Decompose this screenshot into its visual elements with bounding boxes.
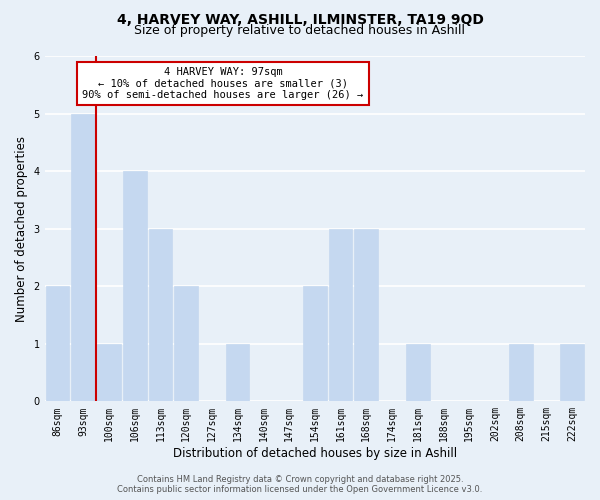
Bar	[329, 229, 352, 402]
Bar	[226, 344, 250, 402]
Bar	[71, 114, 95, 402]
Bar	[509, 344, 533, 402]
Bar	[123, 172, 146, 402]
Bar	[355, 229, 378, 402]
Text: 4, HARVEY WAY, ASHILL, ILMINSTER, TA19 9QD: 4, HARVEY WAY, ASHILL, ILMINSTER, TA19 9…	[116, 12, 484, 26]
X-axis label: Distribution of detached houses by size in Ashill: Distribution of detached houses by size …	[173, 447, 457, 460]
Bar	[560, 344, 584, 402]
Bar	[46, 286, 70, 402]
Bar	[149, 229, 172, 402]
Text: Size of property relative to detached houses in Ashill: Size of property relative to detached ho…	[134, 24, 466, 37]
Bar	[97, 344, 121, 402]
Text: 4 HARVEY WAY: 97sqm
← 10% of detached houses are smaller (3)
90% of semi-detache: 4 HARVEY WAY: 97sqm ← 10% of detached ho…	[82, 67, 364, 100]
Bar	[406, 344, 430, 402]
Text: Contains HM Land Registry data © Crown copyright and database right 2025.
Contai: Contains HM Land Registry data © Crown c…	[118, 474, 482, 494]
Y-axis label: Number of detached properties: Number of detached properties	[15, 136, 28, 322]
Bar	[303, 286, 326, 402]
Bar	[175, 286, 198, 402]
